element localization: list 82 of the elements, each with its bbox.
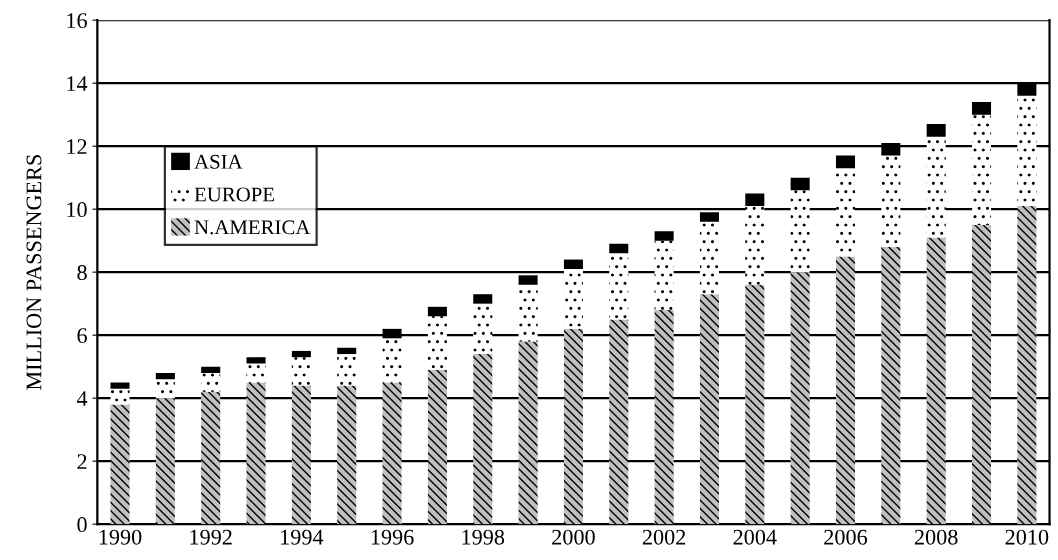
bar — [563, 328, 583, 525]
bar — [745, 193, 765, 207]
bar — [246, 357, 266, 364]
bar — [518, 284, 538, 342]
bar — [654, 309, 674, 525]
bar — [337, 347, 357, 355]
bar — [291, 357, 311, 386]
y-tick-label: 4 — [76, 391, 88, 406]
bar — [427, 316, 447, 370]
bar — [473, 294, 493, 304]
bar — [835, 168, 856, 257]
bar — [246, 363, 266, 383]
bar — [201, 372, 221, 392]
bar — [427, 369, 447, 525]
bar — [110, 388, 130, 405]
legend-label: EUROPE — [194, 187, 275, 202]
bar — [699, 221, 719, 295]
bar — [609, 319, 629, 525]
legend-label: ASIA — [194, 154, 243, 169]
bar — [382, 338, 402, 383]
bar — [291, 385, 311, 525]
bar — [427, 306, 447, 317]
bar — [745, 284, 765, 525]
y-tick-label: 16 — [67, 13, 87, 29]
bar — [926, 124, 946, 137]
bar — [745, 206, 765, 285]
y-tick-label: 2 — [77, 454, 87, 469]
bar — [155, 372, 175, 380]
bar — [972, 224, 992, 525]
x-tick-label: 2010 — [1005, 529, 1049, 545]
x-tick-label: 2004 — [733, 529, 777, 545]
bar — [699, 212, 719, 222]
bar — [337, 354, 357, 386]
y-tick-label: 0 — [77, 517, 87, 533]
bar — [790, 272, 810, 525]
bar — [609, 243, 629, 254]
x-tick-label: 1994 — [281, 529, 324, 545]
bar — [518, 275, 538, 285]
y-tick-label: 6 — [77, 328, 87, 344]
bar — [473, 303, 493, 355]
bar — [881, 155, 901, 247]
bar — [790, 177, 810, 191]
bar — [518, 341, 538, 525]
bar — [835, 155, 856, 169]
y-tick-label: 14 — [67, 76, 88, 91]
bar — [291, 350, 311, 358]
bar — [337, 385, 357, 525]
y-tick-label: 8 — [77, 265, 87, 281]
bar — [790, 190, 810, 273]
bar — [654, 231, 674, 241]
y-tick-label: 10 — [67, 202, 87, 218]
bar — [835, 256, 856, 525]
bar — [155, 379, 175, 399]
bar — [110, 404, 130, 525]
x-tick-label: 1992 — [190, 529, 232, 545]
bar — [881, 246, 901, 525]
bar — [382, 382, 402, 525]
x-tick-label: 2008 — [914, 529, 958, 545]
bar — [563, 259, 583, 270]
x-tick-label: 1990 — [99, 529, 142, 545]
bar — [926, 237, 946, 525]
bar — [110, 382, 130, 389]
x-tick-label: 1998 — [462, 529, 505, 545]
bar — [563, 269, 583, 329]
x-tick-label: 2002 — [642, 529, 686, 545]
bar — [1017, 206, 1037, 525]
bar — [972, 114, 992, 225]
x-tick-label: 1996 — [371, 529, 414, 545]
y-axis-title: MILLION PASSENGERS — [26, 155, 42, 390]
bar — [155, 398, 175, 525]
bar — [699, 294, 719, 525]
y-tick-label: 12 — [67, 139, 87, 154]
legend-label: N.AMERICA — [194, 220, 311, 235]
bar — [972, 102, 992, 115]
bar — [201, 391, 221, 525]
x-tick-label: 2000 — [552, 529, 595, 545]
bar — [609, 253, 629, 320]
bar — [246, 382, 266, 525]
bar — [201, 366, 221, 373]
bar — [473, 354, 493, 525]
x-tick-label: 2006 — [824, 529, 868, 545]
bar — [654, 240, 674, 310]
